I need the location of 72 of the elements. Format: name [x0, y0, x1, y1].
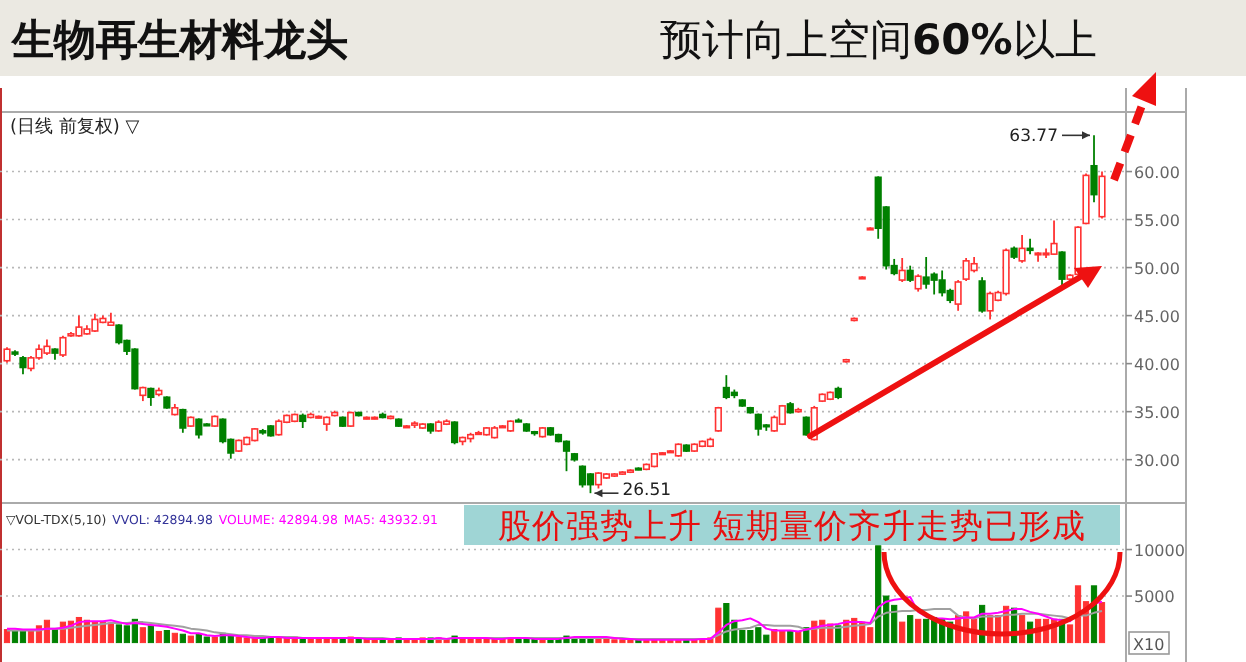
- candlestick: [1098, 170, 1106, 220]
- bar: [123, 625, 130, 644]
- y-tick-label: 30.00: [1134, 451, 1180, 470]
- bar: [171, 632, 178, 644]
- bar: [107, 622, 115, 644]
- bar: [1098, 602, 1106, 644]
- candlestick: [930, 271, 938, 296]
- bar: [867, 627, 874, 644]
- bar: [211, 636, 218, 644]
- candlestick: [898, 257, 906, 283]
- candlestick: [1002, 247, 1010, 297]
- bar: [187, 635, 194, 644]
- y-tick-label: 60.00: [1134, 163, 1180, 182]
- candlestick: [75, 314, 83, 338]
- bar: [907, 615, 914, 644]
- candlestick: [131, 347, 139, 391]
- candlestick: [722, 374, 730, 401]
- bar: [203, 636, 210, 644]
- candlestick: [586, 472, 595, 495]
- candlestick: [179, 407, 187, 434]
- bar: [915, 618, 922, 644]
- bar: [899, 621, 906, 644]
- candlestick: [938, 269, 946, 298]
- chart-title: 生物再生材料龙头: [10, 16, 348, 64]
- bar: [179, 633, 186, 644]
- candlestick: [954, 279, 962, 312]
- annotation: (日线 前复权) ▽: [10, 116, 140, 138]
- bar: [875, 545, 882, 644]
- bar: [235, 636, 242, 644]
- candlestick: [714, 405, 722, 433]
- bar: [747, 630, 754, 644]
- text: X10: [1133, 636, 1165, 654]
- candlestick: [1018, 234, 1026, 264]
- candlestick: [578, 464, 587, 489]
- y-tick-label: 55.00: [1134, 211, 1180, 230]
- candlestick: [986, 290, 994, 321]
- bar: [155, 630, 162, 644]
- candlestick: [1050, 219, 1058, 256]
- candlestick: [450, 420, 459, 446]
- annotation: 股价强势上升 短期量价齐升走势已形成: [497, 507, 1087, 545]
- bar: [115, 624, 122, 644]
- candlestick: [115, 323, 123, 346]
- bar: [195, 633, 202, 644]
- candlestick: [91, 312, 99, 333]
- bar: [139, 627, 146, 644]
- candlestick: [922, 256, 930, 290]
- candlestick: [562, 439, 571, 473]
- candlestick: [978, 276, 986, 314]
- candlestick: [1090, 134, 1098, 204]
- bar: [923, 618, 930, 644]
- candlestick: [19, 355, 27, 376]
- y-tick-label: 5000: [1134, 588, 1175, 607]
- annotation: 26.51: [622, 481, 672, 502]
- bar: [147, 625, 154, 644]
- line-series: [6, 596, 1103, 641]
- y-tick-label: 40.00: [1134, 355, 1180, 374]
- bar: [755, 627, 762, 644]
- y-tick-label: 45.00: [1134, 307, 1180, 326]
- candlestick: [1058, 250, 1066, 290]
- candlestick: [59, 334, 67, 358]
- annotation: 63.77: [1009, 127, 1059, 148]
- y-tick-label: 50.00: [1134, 259, 1180, 278]
- candlestick: [802, 415, 810, 437]
- bar: [227, 635, 234, 644]
- chart-subtitle: 预计向上空间60%以上: [660, 16, 1097, 64]
- bar: [795, 630, 802, 644]
- bar: [163, 630, 170, 644]
- y-tick-label: 10000: [1134, 541, 1185, 560]
- bar: [763, 634, 770, 644]
- candlestick: [195, 417, 203, 440]
- y-tick-label: 35.00: [1134, 403, 1180, 422]
- candlestick: [962, 257, 970, 282]
